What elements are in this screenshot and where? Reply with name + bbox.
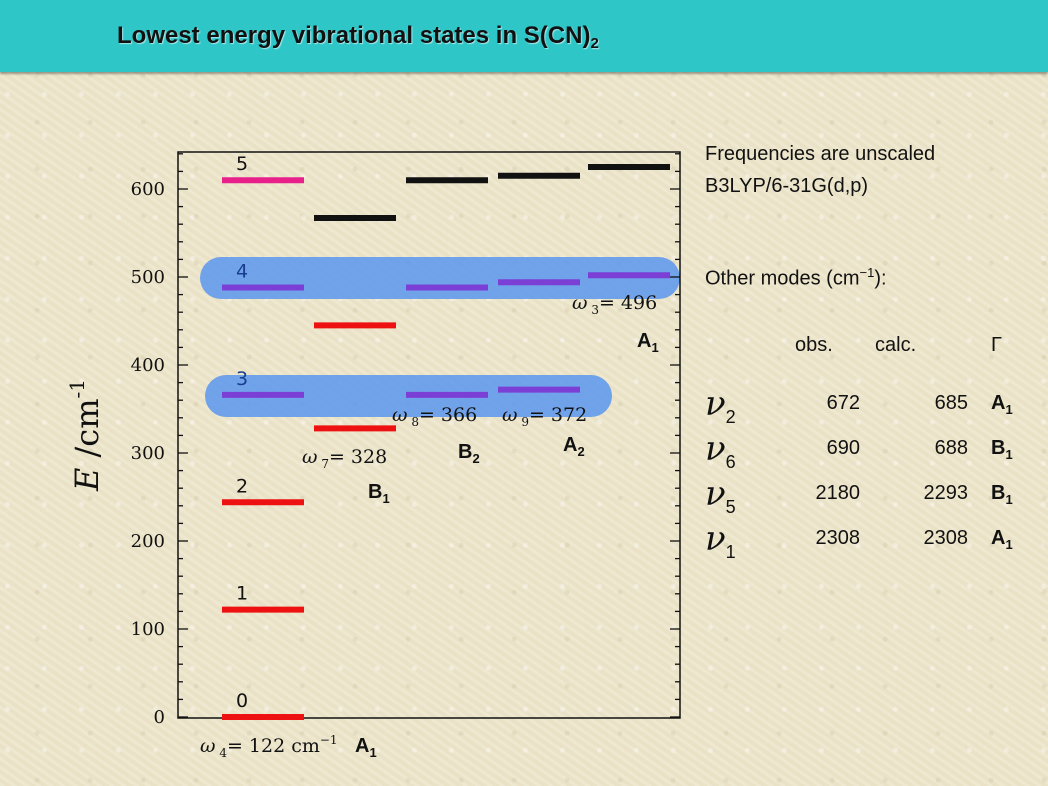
state-number-labels: 0 1 2 3 4 5 xyxy=(236,153,248,712)
obs-value: 672 xyxy=(826,392,860,414)
frequency-label: ω 8= 366 xyxy=(392,404,477,429)
obs-value: 690 xyxy=(826,437,860,459)
symmetry-label: B1 xyxy=(368,481,390,506)
symmetry-value: B1 xyxy=(991,437,1013,462)
frequency-label: ω 9= 372 xyxy=(502,404,587,429)
symmetry-label: A2 xyxy=(563,434,585,459)
mode-symbol: ν1 xyxy=(705,519,736,562)
calc-value: 2293 xyxy=(923,482,969,504)
calc-value: 2308 xyxy=(923,527,969,549)
state-number-label: 2 xyxy=(236,475,248,497)
energy-levels xyxy=(222,164,670,720)
mode-annotations: ω 4= 122 cm−1 A1 ω 7= 328 B1 ω 8= 366 B2 ω 9= … xyxy=(200,292,659,760)
plot-frame xyxy=(177,151,681,719)
frequencies-note: Frequencies are unscaled B3LYP/6-31G(d,p… xyxy=(705,138,935,202)
other-modes-title: Other modes (cm−1): xyxy=(705,265,887,290)
y-tick-label: 500 xyxy=(131,267,165,288)
state-number-label: 3 xyxy=(236,368,248,390)
state-number-label: 5 xyxy=(236,153,248,175)
header-gamma: Γ xyxy=(991,334,1003,356)
mode-row: ν5 2180 2293 B1 xyxy=(700,474,1030,525)
symmetry-value: B1 xyxy=(991,482,1013,507)
highlight-band xyxy=(200,257,680,299)
note-line-2: B3LYP/6-31G(d,p) xyxy=(705,175,869,197)
symmetry-value: A1 xyxy=(991,527,1013,552)
symmetry-label: B2 xyxy=(458,441,480,466)
state-number-label: 1 xyxy=(236,583,248,605)
title-bar: Lowest energy vibrational states in S(CN… xyxy=(0,0,1048,72)
slide-title: Lowest energy vibrational states in S(CN… xyxy=(117,22,599,52)
symmetry-label: A1 xyxy=(637,330,659,355)
y-tick-label: 300 xyxy=(131,443,165,464)
y-tick-label: 100 xyxy=(131,619,165,640)
frequency-label: ω 4= 122 cm−1 xyxy=(200,733,338,760)
state-number-label: 0 xyxy=(236,690,248,712)
frequency-label: ω 3= 496 xyxy=(572,292,657,317)
y-axis-label: E /cm-1 xyxy=(65,379,106,492)
y-tick-labels: 0 100 200 300 400 500 600 xyxy=(131,179,165,728)
mode-symbol: ν6 xyxy=(705,429,736,472)
mode-row: ν6 690 688 B1 xyxy=(700,429,1030,480)
state-number-label: 4 xyxy=(236,261,248,283)
symmetry-value: A1 xyxy=(991,392,1013,417)
mode-row: ν1 2308 2308 A1 xyxy=(700,519,1030,570)
header-obs: obs. xyxy=(795,334,833,356)
y-tick-label: 200 xyxy=(131,531,165,552)
y-tick-label: 400 xyxy=(131,355,165,376)
obs-value: 2180 xyxy=(815,482,861,504)
frequency-label: ω 7= 328 xyxy=(302,446,387,471)
calc-value: 685 xyxy=(934,392,968,414)
y-tick-label: 600 xyxy=(131,179,165,200)
table-header: obs. calc. Γ xyxy=(700,330,1030,360)
obs-value: 2308 xyxy=(815,527,861,549)
mode-symbol: ν2 xyxy=(705,384,736,427)
calc-value: 688 xyxy=(934,437,968,459)
mode-row: ν2 672 685 A1 xyxy=(700,384,1030,435)
note-line-1: Frequencies are unscaled xyxy=(705,143,936,165)
header-calc: calc. xyxy=(875,334,917,356)
mode-symbol: ν5 xyxy=(705,474,736,517)
y-tick-label: 0 xyxy=(154,707,165,728)
symmetry-label: A1 xyxy=(355,735,377,760)
axis-ticks xyxy=(178,153,680,718)
